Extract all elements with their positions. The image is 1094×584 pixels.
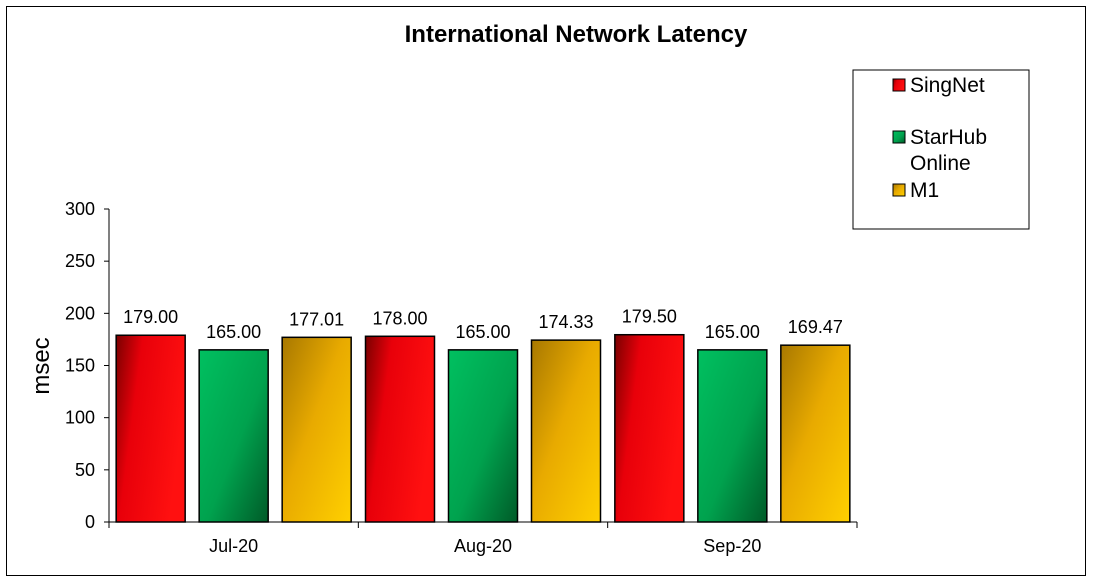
data-label: 177.01 — [289, 309, 344, 329]
data-label: 174.33 — [538, 312, 593, 332]
legend: SingNet StarHub Online M1 — [852, 69, 1030, 230]
bar-singnet-jul-20 — [115, 334, 186, 523]
y-tick-label: 250 — [65, 251, 95, 271]
data-label: 165.00 — [455, 322, 510, 342]
data-label: 165.00 — [206, 322, 261, 342]
data-label: 178.00 — [372, 308, 427, 328]
bar-m1-jul-20 — [281, 336, 352, 523]
data-label: 179.50 — [622, 307, 677, 327]
legend-label-starhub-line1: StarHub — [910, 126, 987, 149]
legend-label-singnet: SingNet — [910, 74, 985, 97]
y-tick-label: 150 — [65, 356, 95, 376]
y-tick-label: 50 — [75, 460, 95, 480]
x-tick-label: Jul-20 — [209, 536, 258, 556]
data-label: 179.00 — [123, 307, 178, 327]
legend-label-starhub-line2: Online — [910, 152, 971, 175]
legend-label-m1: M1 — [910, 179, 939, 202]
y-tick-label: 100 — [65, 408, 95, 428]
data-label: 165.00 — [705, 322, 760, 342]
bar-starhub-online-aug-20 — [447, 349, 519, 523]
y-axis-label: msec — [28, 337, 55, 394]
chart-title: International Network Latency — [405, 21, 748, 48]
data-labels: 179.00 178.00 179.50 165.00 165.00 165.00 177.… — [123, 307, 843, 342]
bar-starhub-online-jul-20 — [198, 349, 269, 523]
y-tick-label: 300 — [65, 199, 95, 219]
x-tick-label: Sep-20 — [703, 536, 761, 556]
bar-singnet-aug-20 — [364, 335, 436, 523]
y-tick-label: 200 — [65, 303, 95, 323]
bar-starhub-online-sep-20 — [697, 349, 768, 523]
legend-swatch-m1 — [892, 183, 906, 197]
legend-label-starhub: StarHub Online — [910, 126, 993, 175]
bar-m1-aug-20 — [530, 339, 602, 523]
legend-swatch-singnet — [892, 78, 906, 92]
legend-swatch-starhub — [892, 130, 906, 144]
bars — [115, 333, 851, 523]
data-label: 169.47 — [788, 317, 843, 337]
bar-singnet-sep-20 — [614, 333, 685, 523]
y-tick-label: 0 — [85, 512, 95, 532]
bar-m1-sep-20 — [780, 344, 851, 523]
legend-box — [852, 69, 1030, 230]
x-tick-label: Aug-20 — [454, 536, 512, 556]
